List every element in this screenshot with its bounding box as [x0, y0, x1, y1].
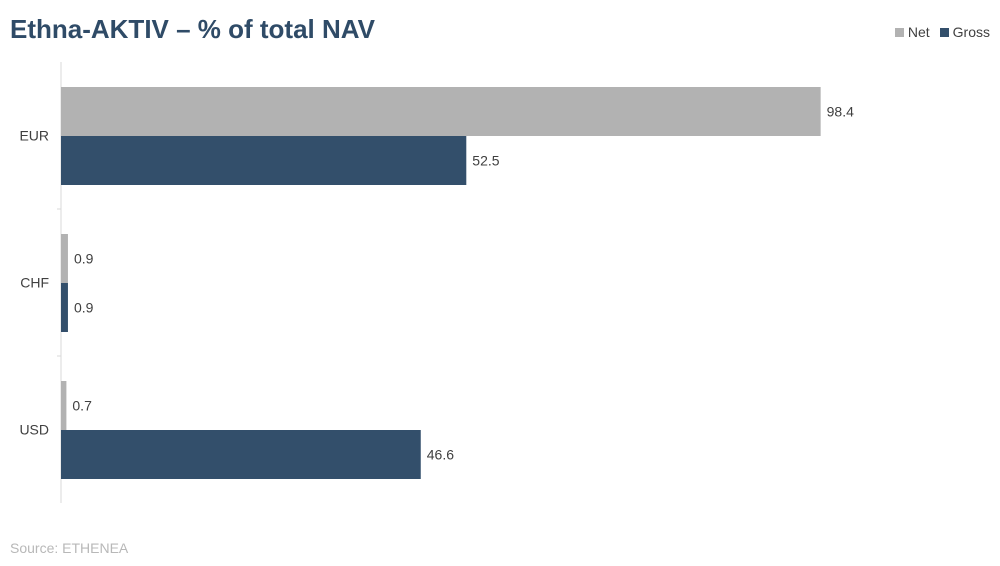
category-label-chf: CHF [20, 275, 49, 291]
legend-swatch-net [894, 27, 904, 37]
data-label-net-usd: 0.7 [72, 398, 92, 414]
bar-gross-eur [61, 136, 467, 185]
category-label-usd: USD [19, 422, 49, 438]
data-label-gross-chf: 0.9 [74, 300, 94, 316]
data-label-gross-eur: 52.5 [472, 153, 499, 169]
data-label-net-eur: 98.4 [827, 104, 854, 120]
bar-net-usd [61, 381, 67, 430]
chart-legend: Net Gross [894, 24, 990, 40]
legend-swatch-gross [939, 27, 949, 37]
legend-label-gross: Gross [952, 24, 990, 40]
legend-item-gross: Gross [939, 24, 990, 40]
bar-gross-chf [61, 283, 68, 332]
legend-item-net: Net [894, 24, 930, 40]
source-note: Source: ETHENEA [10, 540, 129, 556]
bar-net-eur [61, 87, 821, 136]
data-label-gross-usd: 46.6 [427, 447, 454, 463]
bar-net-chf [61, 234, 68, 283]
data-label-net-chf: 0.9 [74, 251, 94, 267]
legend-label-net: Net [907, 24, 930, 40]
bar-gross-usd [61, 430, 421, 479]
category-label-eur: EUR [19, 128, 49, 144]
chart-title: Ethna-AKTIV – % of total NAV [10, 14, 375, 44]
